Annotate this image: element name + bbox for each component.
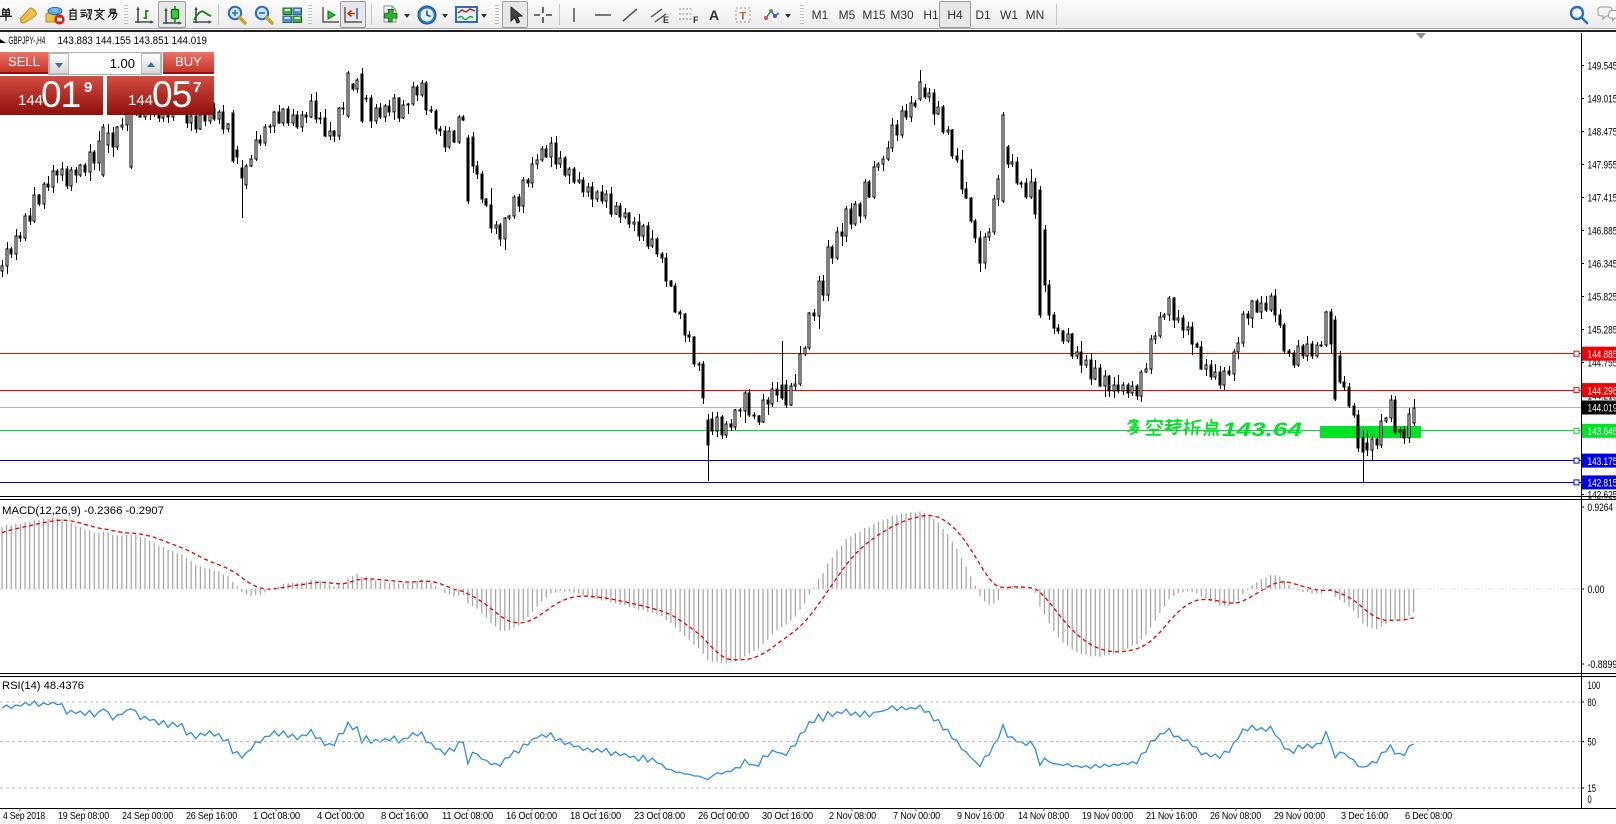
svg-text:T: T xyxy=(740,10,747,22)
svg-text:19 Sep 08:00: 19 Sep 08:00 xyxy=(58,811,110,822)
svg-text:16 Oct 00:00: 16 Oct 00:00 xyxy=(506,811,558,822)
svg-text:0.9264: 0.9264 xyxy=(1588,502,1614,514)
svg-text:145.825: 145.825 xyxy=(1588,292,1616,304)
svg-text:3 Dec 16:00: 3 Dec 16:00 xyxy=(1341,811,1389,822)
svg-text:26 Sep 16:00: 26 Sep 16:00 xyxy=(186,811,238,822)
svg-text:23 Oct 08:00: 23 Oct 08:00 xyxy=(634,811,686,822)
svg-text:4 Sep 2018: 4 Sep 2018 xyxy=(3,811,46,822)
svg-text:147.955: 147.955 xyxy=(1588,160,1616,172)
svg-text:21 Nov 16:00: 21 Nov 16:00 xyxy=(1146,811,1198,822)
svg-text:RSI(14) 48.4376: RSI(14) 48.4376 xyxy=(2,680,84,692)
svg-text:149.015: 149.015 xyxy=(1588,94,1616,106)
svg-text:11 Oct 08:00: 11 Oct 08:00 xyxy=(442,811,494,822)
svg-text:142.625: 142.625 xyxy=(1588,489,1616,501)
svg-text:143.645: 143.645 xyxy=(1588,426,1616,438)
svg-text:100: 100 xyxy=(1588,680,1601,692)
svg-text:MACD(12,26,9) -0.2366 -0.2907: MACD(12,26,9) -0.2366 -0.2907 xyxy=(2,505,164,517)
svg-text:149.545: 149.545 xyxy=(1588,61,1616,73)
svg-text:24 Sep 00:00: 24 Sep 00:00 xyxy=(122,811,174,822)
svg-text:29 Nov 00:00: 29 Nov 00:00 xyxy=(1274,811,1326,822)
svg-text:147.415: 147.415 xyxy=(1588,193,1616,205)
svg-text:7 Nov 00:00: 7 Nov 00:00 xyxy=(893,811,941,822)
svg-text:142.815: 142.815 xyxy=(1588,478,1616,490)
svg-text:144.019: 144.019 xyxy=(1588,403,1616,415)
svg-text:15: 15 xyxy=(1588,783,1597,795)
svg-text:80: 80 xyxy=(1588,697,1597,709)
svg-text:14 Nov 08:00: 14 Nov 08:00 xyxy=(1018,811,1070,822)
svg-text:146.345: 146.345 xyxy=(1588,259,1616,271)
svg-text:6 Dec 08:00: 6 Dec 08:00 xyxy=(1405,811,1453,822)
svg-text:144.296: 144.296 xyxy=(1588,385,1616,397)
svg-text:-0.8899: -0.8899 xyxy=(1588,659,1616,671)
svg-text:2 Nov 08:00: 2 Nov 08:00 xyxy=(829,811,877,822)
svg-text:30 Oct 16:00: 30 Oct 16:00 xyxy=(762,811,814,822)
svg-text:1 Oct 08:00: 1 Oct 08:00 xyxy=(253,811,301,822)
svg-text:19 Nov 00:00: 19 Nov 00:00 xyxy=(1082,811,1134,822)
svg-text:E: E xyxy=(663,15,669,25)
svg-text:143.175: 143.175 xyxy=(1588,456,1616,468)
svg-text:GBPJPY-,H4: GBPJPY-,H4 xyxy=(8,35,45,47)
svg-text:143.883 144.155 143.851 144.01: 143.883 144.155 143.851 144.019 xyxy=(58,35,208,47)
svg-text:F: F xyxy=(693,15,699,25)
svg-text:143.64: 143.64 xyxy=(1222,420,1303,441)
svg-text:26 Nov 08:00: 26 Nov 08:00 xyxy=(1210,811,1262,822)
svg-text:148.475: 148.475 xyxy=(1588,127,1616,139)
svg-text:8 Oct 16:00: 8 Oct 16:00 xyxy=(381,811,429,822)
svg-text:0: 0 xyxy=(1588,794,1592,806)
svg-text:4 Oct 00:00: 4 Oct 00:00 xyxy=(317,811,365,822)
svg-text:26 Oct 00:00: 26 Oct 00:00 xyxy=(698,811,750,822)
svg-text:145.285: 145.285 xyxy=(1588,324,1616,336)
svg-text:50: 50 xyxy=(1588,737,1597,749)
svg-text:144.885: 144.885 xyxy=(1588,349,1616,361)
svg-text:0.00: 0.00 xyxy=(1588,584,1605,596)
svg-text:9 Nov 16:00: 9 Nov 16:00 xyxy=(957,811,1005,822)
svg-text:18 Oct 16:00: 18 Oct 16:00 xyxy=(570,811,622,822)
svg-text:146.885: 146.885 xyxy=(1588,226,1616,238)
